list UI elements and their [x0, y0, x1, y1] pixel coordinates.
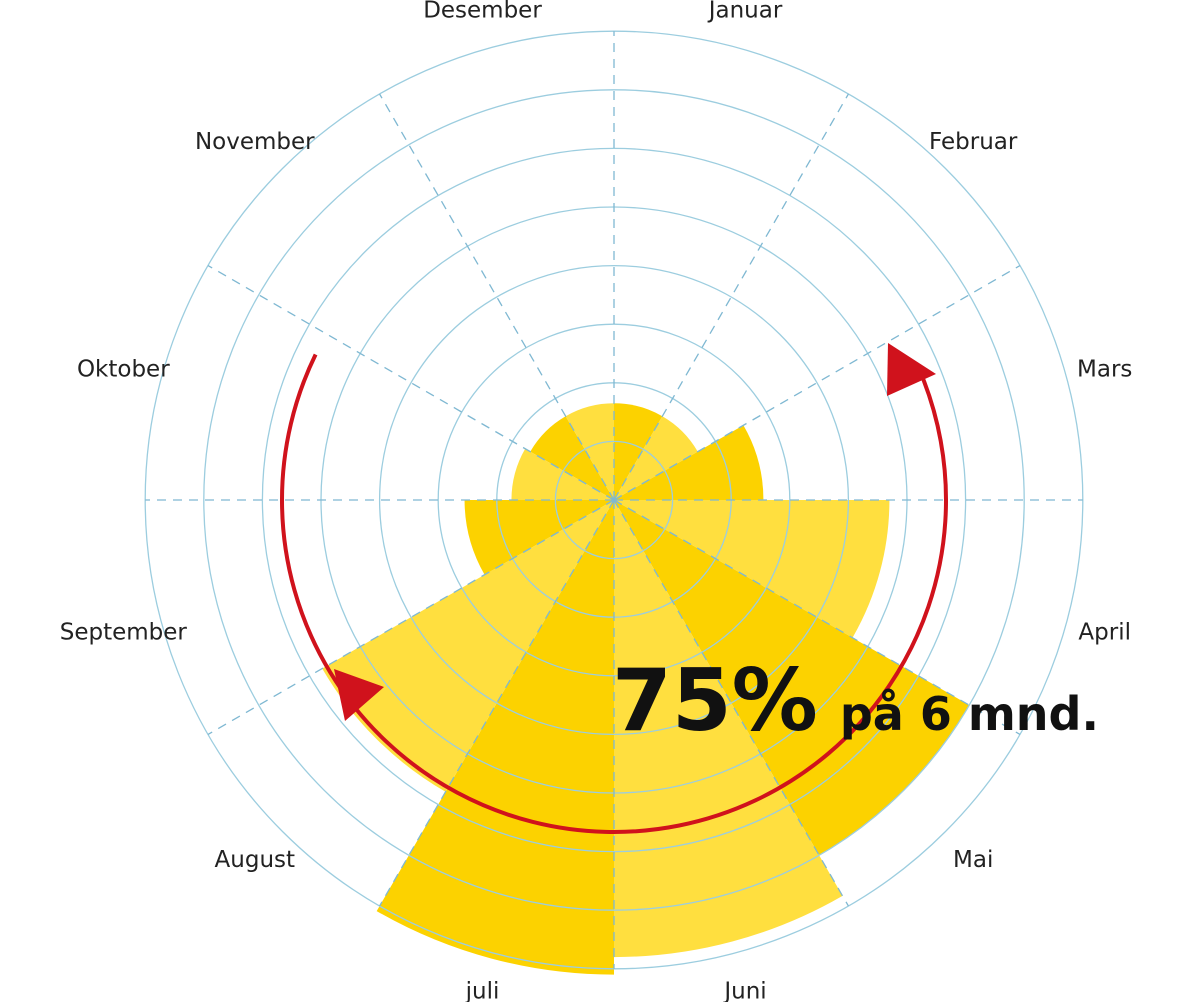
sector-oktober — [511, 448, 614, 500]
sector-juni — [614, 500, 843, 958]
headline-percent: 75% — [612, 651, 818, 751]
month-label-september: September — [60, 620, 188, 646]
arc-arrow — [280, 353, 948, 834]
svg-text:75% på 6 mnd.: 75% på 6 mnd. — [612, 651, 1099, 751]
sector-september — [464, 500, 614, 575]
sector-april — [614, 500, 890, 638]
arrowhead-top — [887, 343, 936, 396]
sector-juli — [376, 500, 614, 975]
month-label-april: April — [1078, 620, 1131, 646]
month-label-november: November — [195, 129, 315, 155]
month-label-juni: Juni — [722, 979, 766, 1002]
grid-spoke-10 — [207, 265, 615, 501]
grid-spoke-5 — [613, 499, 849, 907]
sector-desember — [565, 403, 614, 500]
grid-spoke-4 — [613, 499, 1021, 735]
month-label-februar: Februar — [929, 129, 1018, 155]
grid-spoke-2 — [613, 265, 1021, 501]
month-label-august: August — [215, 847, 296, 873]
month-label-layer: Januar Februar Mars April Mai Juni juli August S… — [60, 0, 1133, 1002]
sector-januar — [614, 403, 663, 500]
grid-spoke-7 — [379, 499, 615, 907]
grid-ring-6 — [261, 147, 967, 853]
grid-layer — [144, 30, 1084, 970]
grid-ring-4 — [378, 264, 850, 736]
grid-ring-1 — [554, 440, 674, 560]
month-label-juli: juli — [465, 979, 500, 1002]
month-label-mai: Mai — [953, 847, 993, 873]
grid-spoke-11 — [379, 93, 615, 501]
sector-august — [322, 500, 614, 792]
annotation-layer: 75% på 6 mnd. — [280, 343, 1099, 834]
month-label-januar: Januar — [707, 0, 783, 23]
sector-mai — [614, 500, 970, 856]
grid-spoke-8 — [207, 499, 615, 735]
arrowhead-left — [334, 669, 384, 721]
headline-text: på 6 mnd. — [840, 687, 1099, 741]
month-label-mars: Mars — [1077, 357, 1132, 383]
month-label-desember: Desember — [423, 0, 542, 23]
grid-ring-7 — [203, 89, 1025, 911]
sector-mars — [614, 425, 764, 500]
grid-spoke-1 — [613, 93, 849, 501]
grid-ring-3 — [437, 323, 791, 677]
month-label-oktober: Oktober — [77, 357, 170, 383]
